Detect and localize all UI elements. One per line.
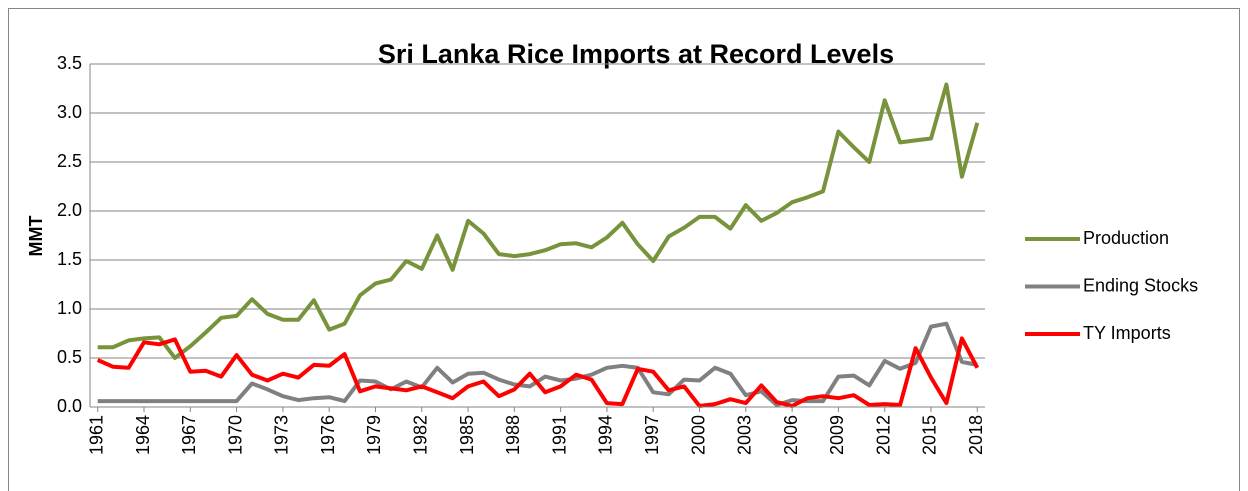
x-tick-label: 1973 xyxy=(272,415,292,455)
x-tick-label: 1979 xyxy=(364,415,384,455)
y-tick-label: 1.5 xyxy=(57,249,82,269)
x-tick-label: 1970 xyxy=(225,415,245,455)
x-tick-label: 1961 xyxy=(86,415,106,455)
series-line xyxy=(97,82,980,360)
x-tick-label: 1967 xyxy=(179,415,199,455)
y-tick-label: 1.0 xyxy=(57,298,82,318)
x-tick-label: 2015 xyxy=(920,415,940,455)
x-tick-label: 2003 xyxy=(735,415,755,455)
x-tick-label: 2009 xyxy=(827,415,847,455)
x-tick-label: 2006 xyxy=(781,415,801,455)
x-tick-label: 1976 xyxy=(318,415,338,455)
y-tick-label: 0.5 xyxy=(57,347,82,367)
chart-border xyxy=(8,8,1240,491)
y-axis-label: MMT xyxy=(26,216,46,257)
x-tick-label: 1982 xyxy=(411,415,431,455)
y-tick-label: 2.0 xyxy=(57,200,82,220)
x-tick-label: 2018 xyxy=(966,415,986,455)
x-tick-label: 2000 xyxy=(688,415,708,455)
y-tick-label: 0.0 xyxy=(57,396,82,416)
legend-label: Production xyxy=(1083,228,1169,248)
x-tick-label: 1985 xyxy=(457,415,477,455)
legend-label: Ending Stocks xyxy=(1083,275,1198,295)
x-tick-label: 1994 xyxy=(596,415,616,455)
y-tick-label: 3.0 xyxy=(57,102,82,122)
series-line xyxy=(96,336,980,408)
x-tick-label: 2012 xyxy=(873,415,893,455)
x-tick-label: 1988 xyxy=(503,415,523,455)
x-tick-label: 1991 xyxy=(549,415,569,455)
y-tick-label: 2.5 xyxy=(57,151,82,171)
chart-title: Sri Lanka Rice Imports at Record Levels xyxy=(378,39,894,69)
y-tick-label: 3.5 xyxy=(57,53,82,73)
x-tick-label: 1964 xyxy=(133,415,153,455)
legend-label: TY Imports xyxy=(1083,323,1171,343)
x-tick-label: 1997 xyxy=(642,415,662,455)
